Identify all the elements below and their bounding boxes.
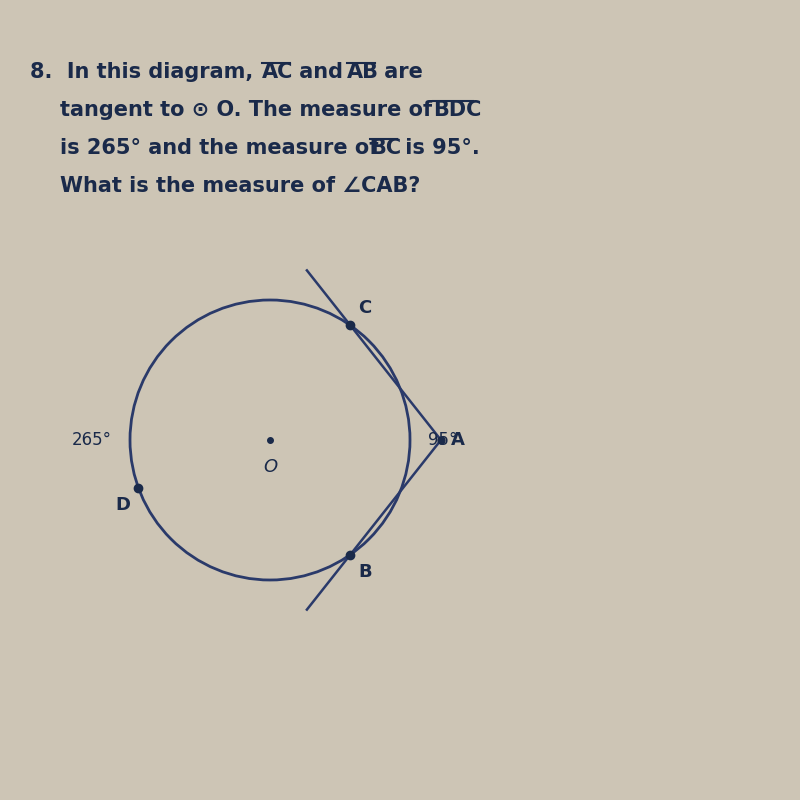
Text: 265°: 265° [72,431,112,449]
Text: C: C [358,299,371,318]
Text: BC: BC [370,138,401,158]
Text: AC: AC [262,62,294,82]
Text: BDC: BDC [433,100,482,120]
Text: O: O [263,458,277,476]
Text: What is the measure of ∠CAB?: What is the measure of ∠CAB? [60,176,420,196]
Text: are: are [377,62,423,82]
Text: D: D [115,496,130,514]
Text: B: B [358,562,372,581]
Text: A: A [451,431,465,449]
Text: 95°: 95° [428,431,458,449]
Text: and: and [292,62,350,82]
Text: is 95°.: is 95°. [398,138,480,158]
Text: 8.  In this diagram,: 8. In this diagram, [30,62,261,82]
Text: tangent to ⊙ O. The measure of: tangent to ⊙ O. The measure of [60,100,439,120]
Text: is 265° and the measure of: is 265° and the measure of [60,138,386,158]
Text: AB: AB [347,62,379,82]
